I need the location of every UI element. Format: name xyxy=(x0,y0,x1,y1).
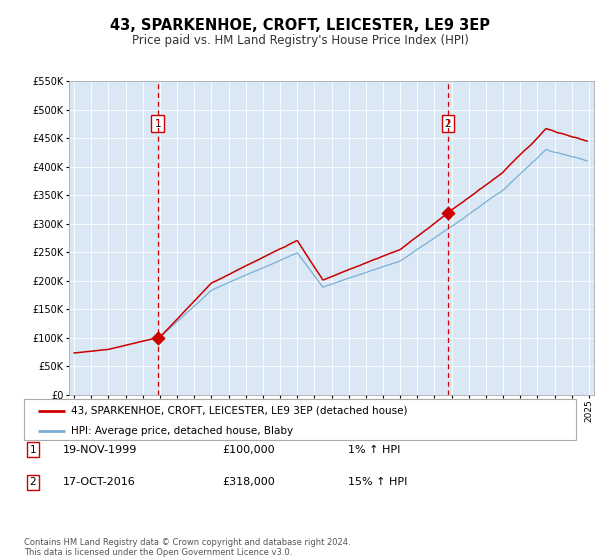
Text: £100,000: £100,000 xyxy=(222,445,275,455)
Text: 15% ↑ HPI: 15% ↑ HPI xyxy=(348,477,407,487)
Text: Contains HM Land Registry data © Crown copyright and database right 2024.
This d: Contains HM Land Registry data © Crown c… xyxy=(24,538,350,557)
Text: 1: 1 xyxy=(155,119,161,129)
Text: HPI: Average price, detached house, Blaby: HPI: Average price, detached house, Blab… xyxy=(71,426,293,436)
Point xyxy=(443,209,453,218)
Text: 43, SPARKENHOE, CROFT, LEICESTER, LE9 3EP (detached house): 43, SPARKENHOE, CROFT, LEICESTER, LE9 3E… xyxy=(71,405,407,416)
FancyBboxPatch shape xyxy=(24,399,576,440)
Text: 2: 2 xyxy=(445,119,451,129)
Text: 43, SPARKENHOE, CROFT, LEICESTER, LE9 3EP: 43, SPARKENHOE, CROFT, LEICESTER, LE9 3E… xyxy=(110,18,490,33)
Point xyxy=(153,333,163,342)
Text: 1% ↑ HPI: 1% ↑ HPI xyxy=(348,445,400,455)
Text: 19-NOV-1999: 19-NOV-1999 xyxy=(63,445,137,455)
Text: £318,000: £318,000 xyxy=(222,477,275,487)
Text: 17-OCT-2016: 17-OCT-2016 xyxy=(63,477,136,487)
Text: 2: 2 xyxy=(29,477,37,487)
Text: 1: 1 xyxy=(29,445,37,455)
Text: Price paid vs. HM Land Registry's House Price Index (HPI): Price paid vs. HM Land Registry's House … xyxy=(131,34,469,46)
